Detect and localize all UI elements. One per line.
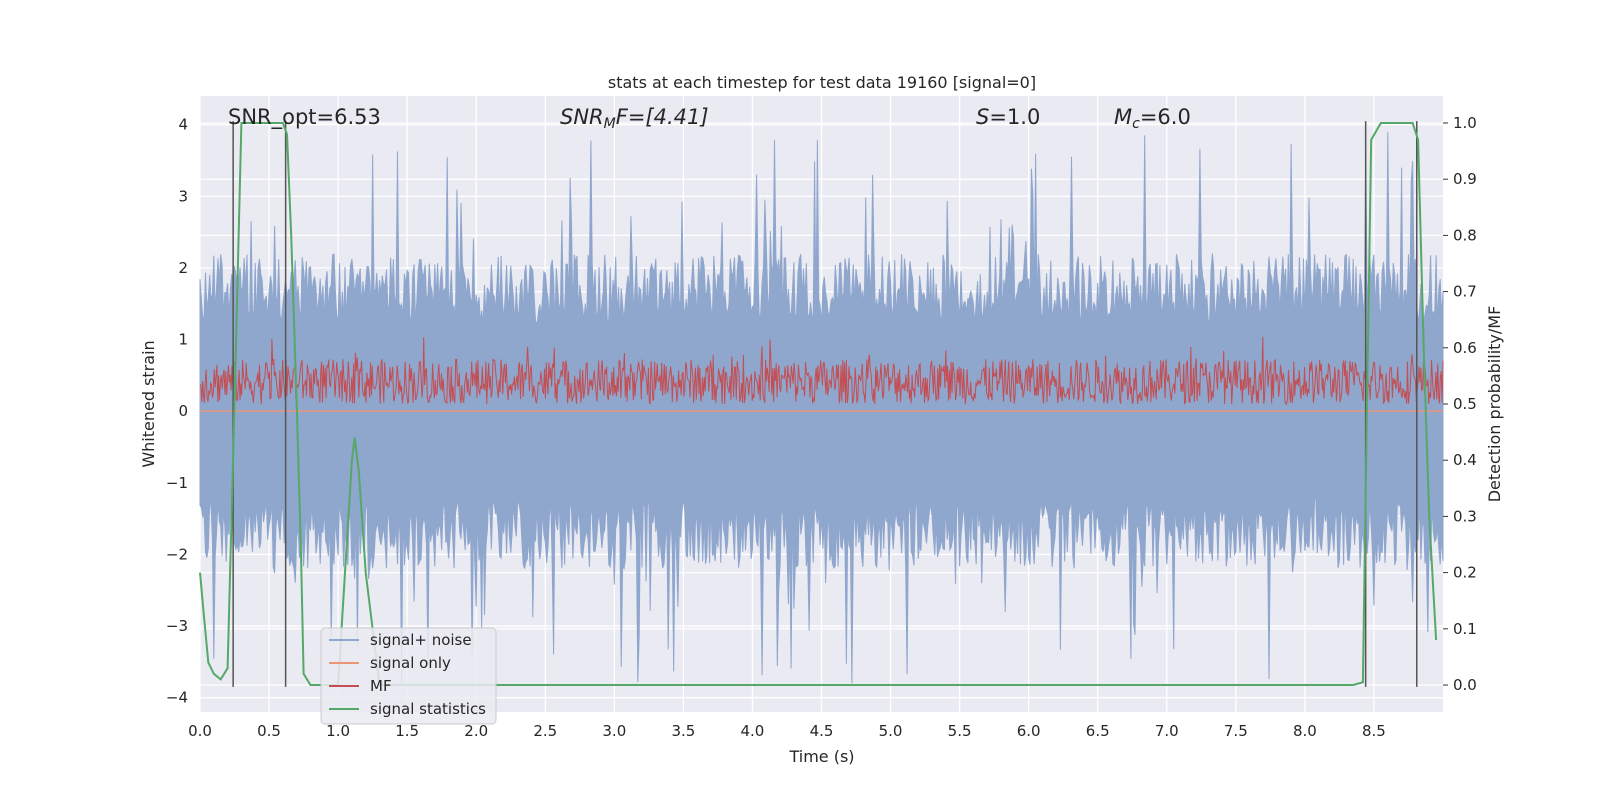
y-tick-label: 1 xyxy=(178,331,188,349)
x-tick-label: 6.5 xyxy=(1086,722,1110,740)
y-tick-label: 3 xyxy=(178,187,188,205)
y2-tick-label: 0.2 xyxy=(1453,564,1477,582)
series-signal-statistics xyxy=(199,122,1438,686)
y2-tick-label: 0.5 xyxy=(1453,395,1477,413)
x-tick-label: 7.0 xyxy=(1155,722,1179,740)
x-tick-label: 8.0 xyxy=(1293,722,1317,740)
y2-tick-label: 0.0 xyxy=(1453,676,1477,694)
y2-tick-label: 0.8 xyxy=(1453,226,1477,244)
series-signal-noise xyxy=(199,131,1444,684)
y2-tick-label: 0.4 xyxy=(1453,451,1477,469)
y2-axis-label: Detection probability/MF xyxy=(1485,306,1504,503)
y-axis-label: Whitened strain xyxy=(139,340,158,467)
x-tick-label: 2.5 xyxy=(533,722,557,740)
y-axis-ticks: 4 3 2 1 0 −1 −2 −3 −4 xyxy=(166,116,188,707)
y2-tick-label: 0.6 xyxy=(1453,339,1477,357)
legend-label-signal-only: signal only xyxy=(370,654,451,672)
plot-area xyxy=(199,121,1444,687)
annotation-mc: Mc=6.0 xyxy=(1114,105,1191,132)
x-tick-label: 3.5 xyxy=(671,722,695,740)
x-tick-label: 5.0 xyxy=(879,722,903,740)
x-tick-label: 4.0 xyxy=(741,722,765,740)
chart-title: stats at each timestep for test data 191… xyxy=(608,73,1036,92)
x-tick-label: 3.0 xyxy=(602,722,626,740)
series-mf xyxy=(199,336,1444,405)
x-tick-label: 8.5 xyxy=(1362,722,1386,740)
y2-axis-ticks: 1.0 0.9 0.8 0.7 0.6 0.5 0.4 0.3 0.2 0.1 0.0 xyxy=(1443,114,1477,694)
legend-label-mf: MF xyxy=(370,677,392,695)
x-tick-label: 6.0 xyxy=(1017,722,1041,740)
legend-label-stats: signal statistics xyxy=(370,700,486,718)
y2-tick-label: 0.7 xyxy=(1453,283,1477,301)
y-tick-label: −1 xyxy=(166,474,188,492)
x-tick-label: 0.5 xyxy=(257,722,281,740)
y2-tick-label: 0.1 xyxy=(1453,620,1477,638)
y2-tick-label: 1.0 xyxy=(1453,114,1477,132)
x-axis-label: Time (s) xyxy=(788,747,854,766)
y-tick-label: −4 xyxy=(166,689,188,707)
y-tick-label: −2 xyxy=(166,545,188,563)
annotation-snr-opt: SNR_opt=6.53 xyxy=(228,105,381,130)
y-tick-label: 0 xyxy=(178,402,188,420)
legend-box xyxy=(320,627,497,725)
legend-label-noise: signal+ noise xyxy=(370,631,472,649)
x-tick-label: 5.5 xyxy=(948,722,972,740)
x-tick-label: 7.5 xyxy=(1224,722,1248,740)
x-tick-label: 0.0 xyxy=(188,722,212,740)
x-tick-label: 4.5 xyxy=(810,722,834,740)
y2-tick-label: 0.9 xyxy=(1453,170,1477,188)
legend: signal+ noise signal only MF signal stat… xyxy=(320,627,497,725)
x-tick-label: 2.0 xyxy=(464,722,488,740)
x-axis-ticks: 0.0 0.5 1.0 1.5 2.0 2.5 3.0 3.5 4.0 4.5 5.0 5.5 6.0 6… xyxy=(188,722,1386,740)
y-tick-label: 4 xyxy=(178,116,188,134)
x-tick-label: 1.5 xyxy=(395,722,419,740)
annotation-s: S=1.0 xyxy=(976,105,1040,129)
y2-tick-label: 0.3 xyxy=(1453,507,1477,525)
y-tick-label: −3 xyxy=(166,617,188,635)
annotation-snr-mf: SNRMF=[4.41] xyxy=(560,105,709,132)
y-tick-label: 2 xyxy=(178,259,188,277)
x-tick-label: 1.0 xyxy=(326,722,350,740)
